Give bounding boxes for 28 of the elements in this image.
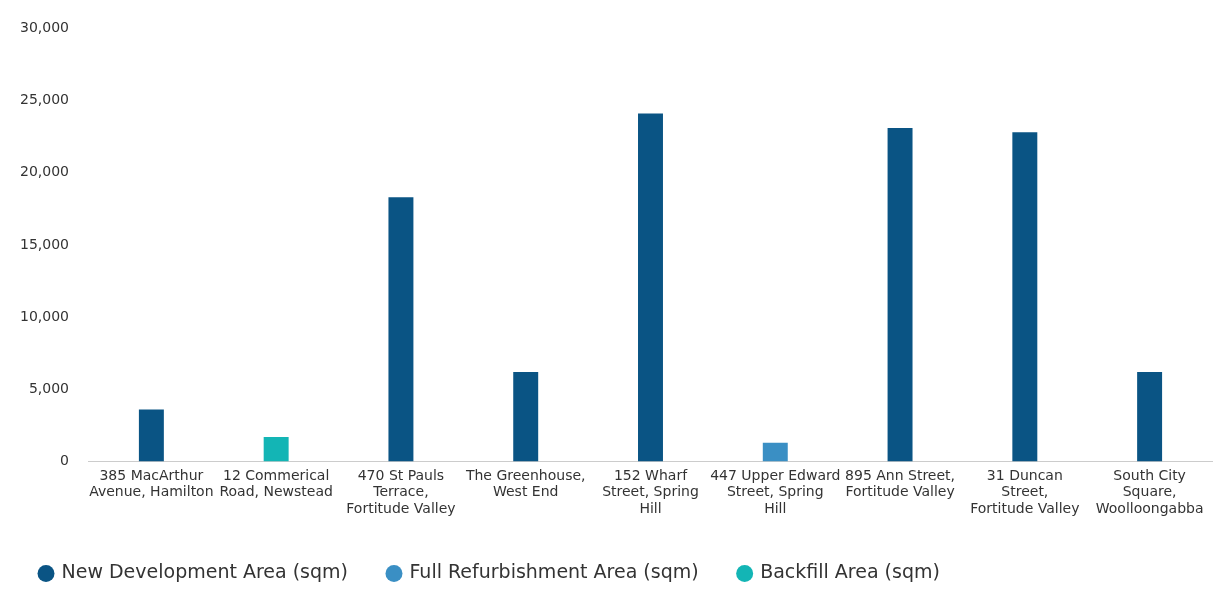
x-tick-label: 385 MacArthur Avenue, Hamilton bbox=[89, 466, 214, 500]
legend-label: Full Refurbishment Area (sqm) bbox=[409, 560, 699, 583]
legend-label: New Development Area (sqm) bbox=[61, 560, 348, 583]
x-tick-label: 31 Duncan Street, Fortitude Valley bbox=[970, 466, 1080, 517]
y-tick-label: 20,000 bbox=[19, 163, 69, 180]
bar bbox=[138, 409, 164, 462]
y-tick-label: 30,000 bbox=[19, 19, 69, 36]
x-tick-label: 470 St Pauls Terrace, Fortitude Valley bbox=[346, 466, 456, 517]
y-tick-label: 25,000 bbox=[19, 91, 69, 108]
x-tick-label: 895 Ann Street, Fortitude Valley bbox=[845, 466, 956, 500]
bar bbox=[1137, 372, 1163, 462]
y-tick-label: 0 bbox=[60, 452, 69, 469]
bar bbox=[388, 197, 414, 462]
bar bbox=[1012, 132, 1038, 462]
bar bbox=[762, 442, 788, 462]
legend-label: Backfill Area (sqm) bbox=[760, 560, 940, 583]
bar bbox=[638, 113, 663, 462]
x-tick-label: 447 Upper Edward Street, Spring Hill bbox=[710, 466, 841, 517]
bar bbox=[887, 128, 913, 462]
x-tick-label: The Greenhouse, West End bbox=[464, 466, 586, 500]
y-tick-label: 5,000 bbox=[28, 380, 69, 397]
x-tick-label: 152 Wharf Street, Spring Hill bbox=[602, 466, 699, 517]
x-tick-label: 12 Commerical Road, Newstead bbox=[219, 466, 333, 500]
y-tick-label: 15,000 bbox=[19, 235, 69, 252]
y-tick-label: 10,000 bbox=[19, 307, 69, 324]
x-tick-label: South City Square, Woolloongabba bbox=[1095, 466, 1204, 517]
bar bbox=[263, 437, 289, 462]
bar bbox=[513, 372, 539, 462]
